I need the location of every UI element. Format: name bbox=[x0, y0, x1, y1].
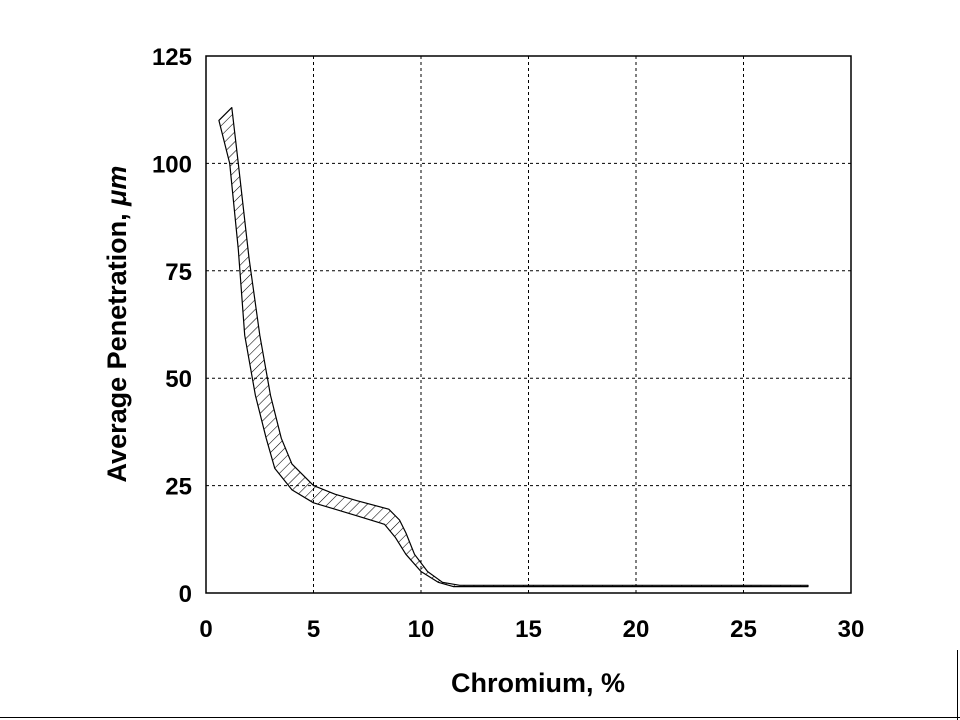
plot-frame bbox=[205, 55, 852, 594]
x-tick-label: 15 bbox=[515, 616, 542, 643]
y-tick-label: 50 bbox=[165, 366, 192, 393]
x-tick-labels: 0 5 10 15 20 25 30 bbox=[199, 616, 864, 643]
bottom-edge-rule bbox=[0, 717, 960, 718]
y-tick-label: 100 bbox=[152, 151, 192, 178]
x-tick-label: 30 bbox=[838, 616, 865, 643]
y-tick-label: 125 bbox=[152, 44, 192, 71]
y-axis-title: Average Penetration, μm bbox=[102, 166, 132, 483]
x-axis-title: Chromium, % bbox=[451, 668, 625, 698]
y-axis-title-text: Average Penetration, bbox=[102, 206, 132, 483]
grid bbox=[206, 56, 851, 593]
y-tick-label: 75 bbox=[165, 259, 192, 286]
y-tick-label: 0 bbox=[179, 581, 192, 608]
y-axis-title-unit: μm bbox=[102, 166, 132, 207]
y-tick-labels: 0 25 50 75 100 125 bbox=[152, 44, 192, 608]
x-tick-label: 25 bbox=[730, 616, 757, 643]
data-band-layer bbox=[218, 107, 809, 588]
penetration-band bbox=[218, 107, 809, 588]
x-tick-label: 0 bbox=[199, 616, 212, 643]
right-edge-rule bbox=[957, 650, 958, 720]
x-tick-label: 5 bbox=[307, 616, 320, 643]
x-tick-label: 10 bbox=[408, 616, 435, 643]
x-tick-label: 20 bbox=[623, 616, 650, 643]
y-tick-label: 25 bbox=[165, 474, 192, 501]
